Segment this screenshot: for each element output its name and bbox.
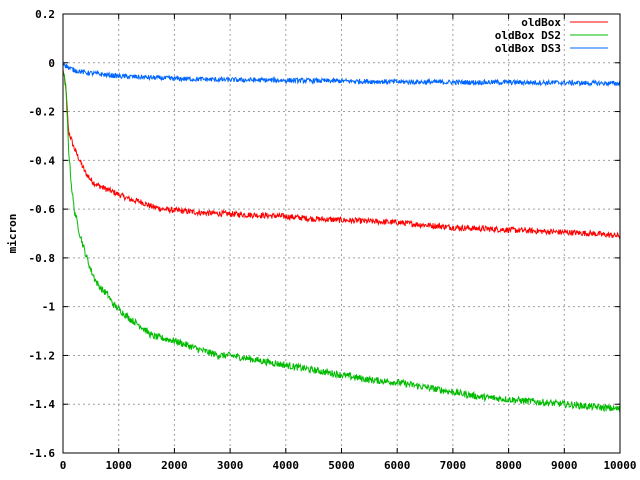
- legend-label-2: oldBox DS2: [495, 29, 561, 42]
- x-tick-label: 9000: [551, 459, 578, 472]
- x-tick-label: 6000: [384, 459, 411, 472]
- x-tick-label: 5000: [328, 459, 355, 472]
- y-tick-label: -0.6: [29, 203, 56, 216]
- y-tick-label: 0.2: [35, 8, 55, 21]
- legend-label-3: oldBox DS3: [495, 42, 561, 55]
- y-tick-label: -1.6: [29, 447, 56, 460]
- y-axis-label: micron: [6, 214, 19, 254]
- y-tick-label: -1: [42, 301, 56, 314]
- series-line-2: [62, 70, 621, 413]
- x-tick-label: 4000: [273, 459, 300, 472]
- x-tick-label: 2000: [161, 459, 188, 472]
- x-tick-label: 1000: [105, 459, 132, 472]
- y-tick-label: -0.2: [29, 106, 56, 119]
- x-tick-label: 3000: [217, 459, 244, 472]
- y-tick-label: -1.2: [29, 349, 56, 362]
- series-line-1: [62, 69, 621, 240]
- legend-label-1: oldBox: [521, 16, 561, 29]
- y-tick-label: -0.8: [29, 252, 56, 265]
- series-line-3: [62, 61, 621, 88]
- x-tick-label: 8000: [495, 459, 522, 472]
- y-tick-label: -1.4: [29, 398, 56, 411]
- x-tick-label: 7000: [440, 459, 467, 472]
- y-tick-label: 0: [48, 57, 55, 70]
- plot-frame: [62, 13, 621, 454]
- x-tick-label: 0: [60, 459, 67, 472]
- y-tick-label: -0.4: [29, 154, 56, 167]
- x-tick-label: 10000: [603, 459, 636, 472]
